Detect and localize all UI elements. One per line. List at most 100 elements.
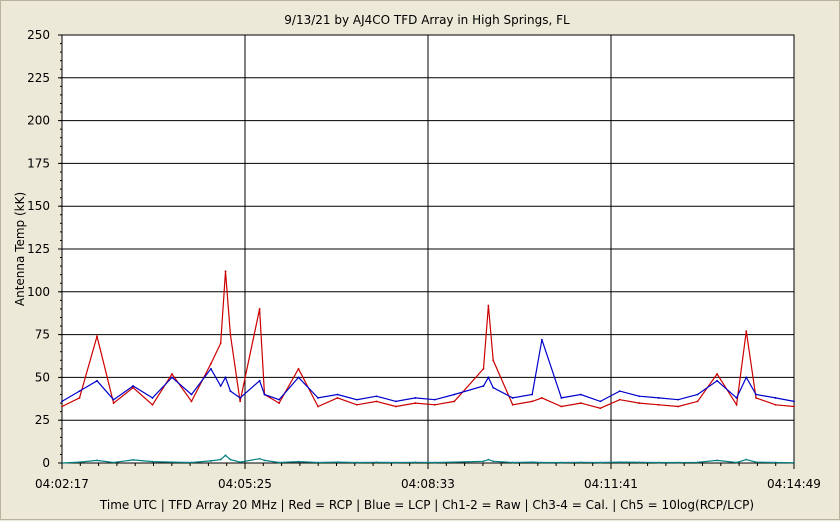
data-point <box>560 405 563 408</box>
y-tick-label: 150 <box>27 199 50 213</box>
data-point <box>258 457 261 460</box>
data-point <box>219 385 222 387</box>
data-point <box>433 403 436 406</box>
data-point <box>511 461 514 464</box>
x-tick-label: 04:11:41 <box>584 477 638 491</box>
x-tick-label: 04:05:25 <box>218 477 272 491</box>
data-point <box>540 461 543 464</box>
data-point <box>96 335 98 338</box>
data-point <box>716 379 719 382</box>
data-point <box>336 393 339 396</box>
data-point <box>793 405 795 408</box>
data-point <box>112 398 115 401</box>
data-point <box>297 367 300 370</box>
data-point <box>171 376 173 379</box>
data-point <box>297 460 300 463</box>
x-tick-label: 04:08:33 <box>401 477 455 491</box>
data-point <box>96 459 98 462</box>
data-point <box>317 461 319 464</box>
data-point <box>151 403 154 406</box>
data-point <box>219 342 222 345</box>
data-point <box>96 379 98 382</box>
data-point <box>716 373 719 375</box>
data-point <box>677 398 680 401</box>
data-point <box>511 403 514 406</box>
data-point <box>579 402 582 404</box>
data-point <box>112 402 115 404</box>
data-point <box>317 397 319 399</box>
data-point <box>258 379 261 382</box>
data-point <box>263 393 266 396</box>
data-point <box>219 458 222 461</box>
data-point <box>677 461 680 464</box>
data-point <box>414 402 417 404</box>
data-point <box>599 400 602 403</box>
x-tick-label: 04:02:17 <box>35 477 89 491</box>
data-point <box>78 461 81 464</box>
data-point <box>696 393 699 396</box>
y-tick-label: 100 <box>27 285 50 299</box>
data-point <box>696 461 699 464</box>
data-point <box>297 376 300 379</box>
data-point <box>774 397 777 399</box>
y-axis-label: Antenna Temp (kK) <box>13 192 27 306</box>
data-point <box>618 461 621 464</box>
data-point <box>239 400 242 403</box>
data-point <box>190 461 193 464</box>
data-point <box>356 398 358 401</box>
data-point <box>618 390 621 392</box>
data-point <box>745 458 748 461</box>
data-point <box>618 398 621 401</box>
data-point <box>132 459 134 461</box>
data-point <box>229 458 232 461</box>
data-point <box>774 461 777 464</box>
data-point <box>224 376 227 379</box>
data-point <box>531 393 534 396</box>
data-point <box>492 386 495 389</box>
data-point <box>540 397 543 399</box>
data-point <box>394 461 397 464</box>
data-point <box>657 403 660 406</box>
data-point <box>263 459 266 462</box>
data-point <box>61 405 63 408</box>
data-point <box>394 400 397 403</box>
data-point <box>375 461 378 464</box>
data-point <box>487 376 490 379</box>
data-point <box>61 400 63 403</box>
data-point <box>755 393 757 396</box>
data-point <box>677 405 680 408</box>
data-point <box>492 460 495 463</box>
data-point <box>540 338 543 341</box>
data-point <box>151 397 154 399</box>
data-point <box>453 393 456 396</box>
data-point <box>579 461 582 464</box>
data-point <box>453 461 456 464</box>
data-point <box>638 402 641 404</box>
data-point <box>210 460 212 462</box>
data-point <box>560 461 563 464</box>
chart-title: 9/13/21 by AJ4CO TFD Array in High Sprin… <box>284 13 570 27</box>
data-point <box>638 461 641 464</box>
data-point <box>132 386 134 389</box>
data-point <box>560 397 563 399</box>
data-point <box>210 362 212 365</box>
grid-lines <box>62 35 794 463</box>
y-tick-label: 125 <box>27 242 50 256</box>
data-point <box>745 330 748 333</box>
data-point <box>433 398 436 401</box>
data-point <box>336 397 339 399</box>
data-point <box>171 461 173 464</box>
data-point <box>229 390 232 392</box>
data-point <box>278 402 280 404</box>
x-axis: 04:02:17 04:05:25 04:08:33 04:11:41 04:14:49 <box>35 463 821 491</box>
data-point <box>278 461 280 464</box>
data-point <box>278 398 280 401</box>
data-point <box>190 400 193 403</box>
data-point <box>487 458 490 461</box>
data-point <box>716 459 719 462</box>
data-point <box>239 461 242 464</box>
x-tick-label: 04:14:49 <box>767 477 821 491</box>
data-point <box>239 397 242 399</box>
data-point <box>745 376 748 379</box>
